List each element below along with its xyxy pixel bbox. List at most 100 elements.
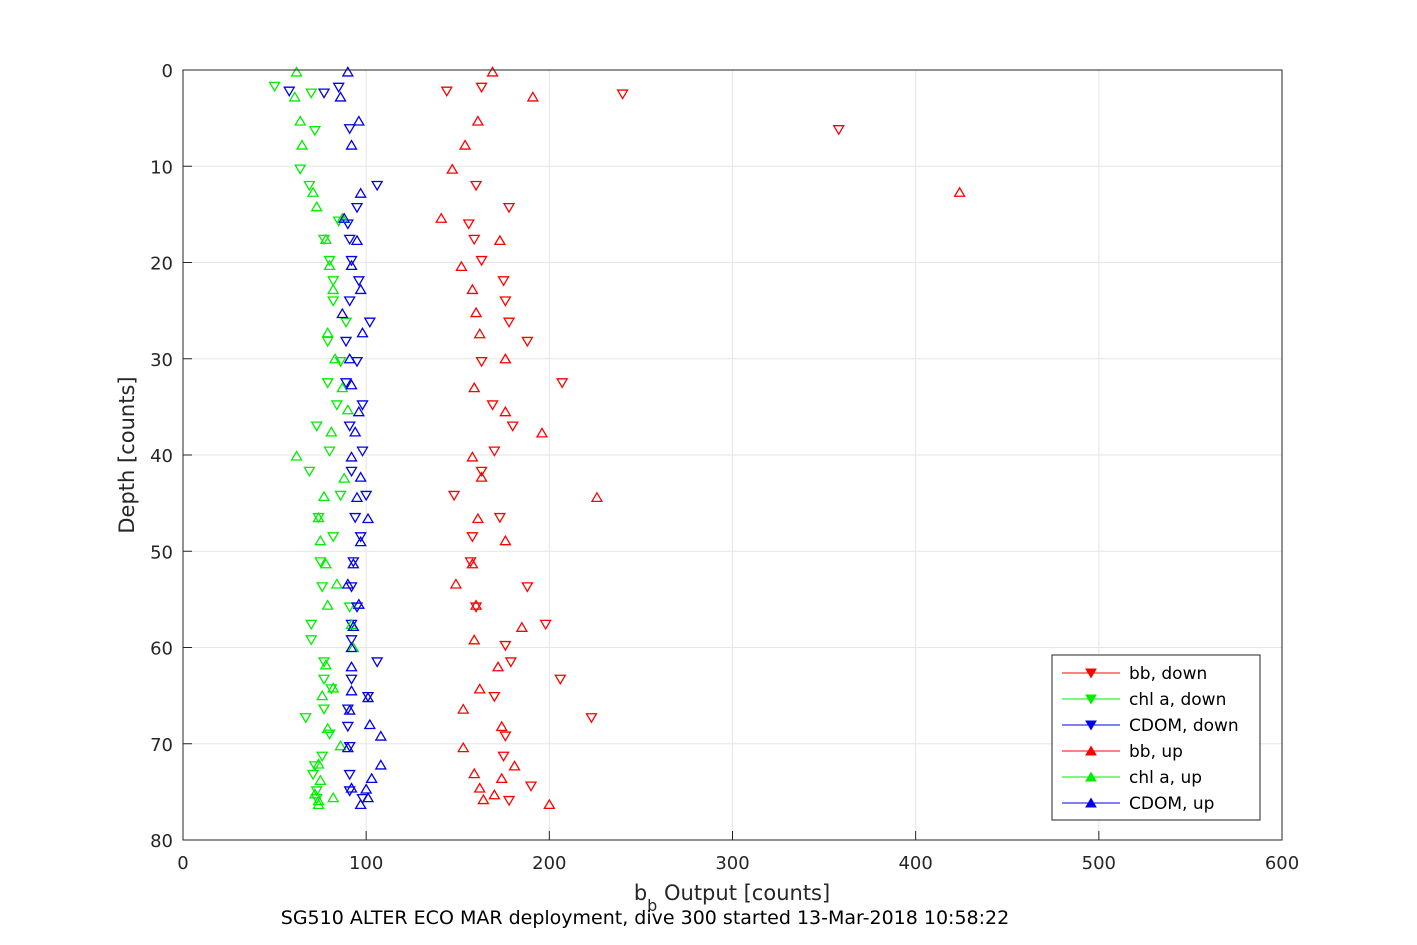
legend-label: CDOM, up [1129, 794, 1214, 814]
series-1 [268, 81, 356, 805]
data-point-down [462, 219, 475, 230]
data-point-up [312, 798, 325, 810]
legend-marker [1085, 668, 1097, 679]
data-point-down [466, 532, 479, 543]
legend-entry: CDOM, down [1062, 716, 1239, 736]
data-point-down [308, 125, 322, 137]
data-point-down [343, 296, 356, 307]
data-point-up [310, 200, 323, 212]
data-point-up [495, 772, 508, 784]
data-point-down [502, 317, 516, 328]
data-point-down [371, 180, 384, 192]
data-point-up [328, 352, 342, 364]
data-point-down [334, 356, 347, 368]
data-point-down [330, 400, 343, 411]
data-point-up [312, 758, 325, 769]
data-point-down [475, 466, 488, 478]
data-point-up [543, 798, 556, 810]
legend-label: chl a, down [1129, 690, 1226, 710]
data-point-down [356, 446, 369, 457]
data-point-down [556, 378, 569, 389]
data-point-up [499, 405, 512, 417]
data-point-up [325, 426, 338, 437]
y-tick-label: 20 [150, 254, 173, 275]
data-point-down [354, 532, 367, 543]
legend-label: chl a, up [1129, 768, 1202, 788]
data-point-down [363, 317, 376, 328]
data-point-up [334, 739, 347, 751]
data-point-up [360, 783, 373, 794]
grid-lines [182, 69, 1283, 841]
data-point-down [306, 769, 320, 781]
data-point-up [345, 641, 358, 653]
data-point-down [502, 795, 516, 807]
data-point-up [345, 451, 358, 462]
data-point-down [345, 466, 358, 478]
y-tick-label: 10 [150, 157, 173, 178]
data-point-up [306, 186, 320, 197]
data-point-up [471, 115, 485, 126]
x-tick-label: 500 [1082, 853, 1116, 874]
data-point-down [321, 336, 334, 348]
data-point-up [290, 66, 303, 77]
y-axis-label: Depth [counts] [115, 376, 139, 533]
data-point-up [953, 186, 966, 197]
data-point-up [515, 621, 528, 632]
data-point-down [504, 657, 518, 668]
data-point-down [327, 296, 340, 307]
x-tick-label: 300 [715, 853, 749, 874]
data-point-up [458, 139, 472, 150]
data-point-down [440, 86, 453, 97]
data-point-up [363, 718, 376, 730]
data-point-down [317, 674, 331, 686]
data-point-down [305, 635, 318, 646]
data-point-down [521, 582, 534, 593]
data-point-up [345, 685, 358, 696]
data-point-down [323, 729, 336, 740]
data-point-down [345, 582, 358, 593]
data-point-down [360, 490, 373, 502]
data-point-up [314, 534, 327, 546]
series-3 [435, 66, 966, 810]
data-point-up [312, 794, 325, 806]
data-point-down [350, 202, 364, 214]
data-point-down [332, 82, 345, 94]
data-point-down [268, 81, 281, 93]
data-point-down [299, 713, 312, 724]
x-tick-label: 400 [898, 853, 932, 874]
data-point-up [345, 378, 358, 390]
data-point-down [345, 255, 358, 267]
data-point-down [310, 793, 323, 805]
y-tick-label: 70 [150, 735, 173, 756]
data-point-down [499, 731, 512, 742]
legend-label: CDOM, down [1129, 716, 1239, 736]
data-point-down [343, 786, 356, 797]
legend-marker [1085, 771, 1097, 782]
data-point-up [308, 788, 322, 799]
data-point-down [506, 421, 519, 432]
data-point-up [354, 798, 367, 810]
data-point-down [488, 446, 501, 457]
data-point-up [455, 260, 468, 271]
data-point-up [343, 704, 356, 715]
data-point-down [305, 619, 318, 631]
data-point-down [334, 490, 347, 502]
legend-label: bb, up [1129, 742, 1183, 762]
data-point-up [466, 451, 479, 462]
data-point-down [616, 89, 629, 100]
data-point-down [327, 276, 340, 287]
data-point-up [352, 598, 365, 609]
data-point-up [336, 307, 349, 319]
data-point-up [491, 660, 505, 672]
legend-entry: chl a, up [1062, 768, 1202, 788]
data-point-down [339, 317, 353, 328]
data-point-down [493, 512, 507, 524]
x-axis-label-main: b [634, 881, 647, 905]
data-point-up [321, 722, 334, 733]
data-point-up [356, 326, 369, 338]
data-point-up [354, 535, 367, 547]
data-point-down [325, 684, 338, 695]
data-point-down [341, 704, 354, 715]
data-point-up [457, 703, 470, 714]
data-point-up [347, 557, 360, 569]
